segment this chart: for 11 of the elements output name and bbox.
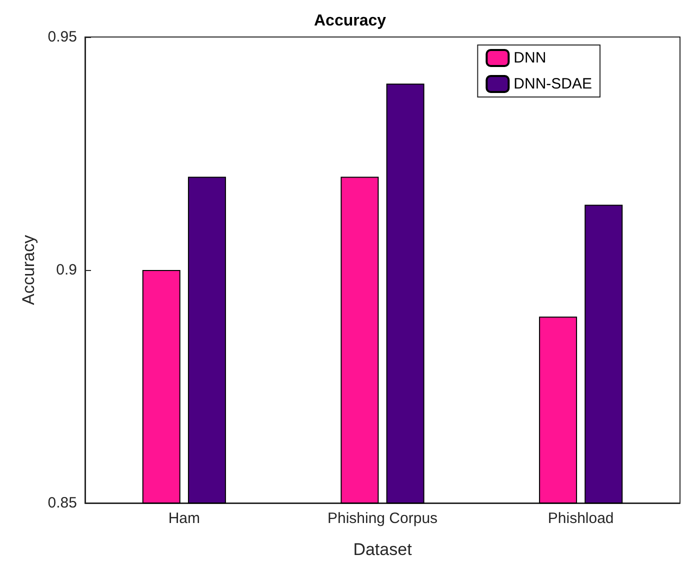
legend-label: DNN [514, 50, 546, 66]
x-tick-label: Phishing Corpus [327, 510, 438, 527]
x-axis-title: Dataset [353, 540, 412, 559]
y-tick-label: 0.85 [48, 494, 77, 512]
legend-label: DNN-SDAE [514, 76, 592, 92]
y-tick-label: 0.9 [56, 262, 77, 278]
x-tick-label: Ham [168, 510, 200, 527]
y-axis-title: Accuracy [18, 234, 38, 305]
y-tick-label: 0.95 [48, 28, 77, 46]
x-tick-label: Phishload [548, 510, 614, 527]
chart-title: Accuracy [314, 12, 386, 30]
